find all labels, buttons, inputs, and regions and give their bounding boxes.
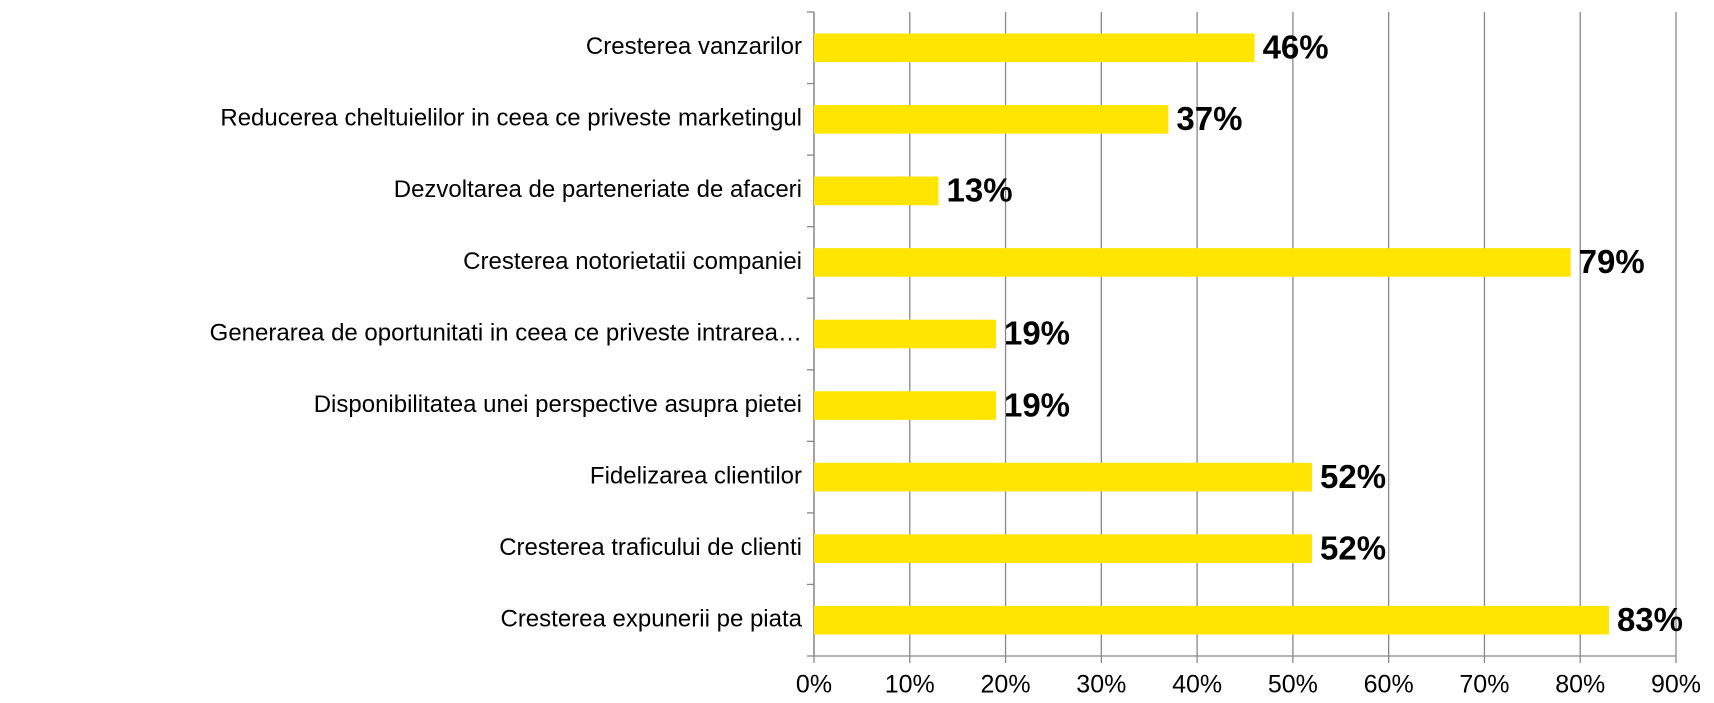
y-tick-label: Dezvoltarea de parteneriate de afaceri [394,176,802,203]
value-label: 52% [1320,458,1386,495]
value-label: 79% [1579,243,1645,280]
bar [814,319,996,349]
x-tick-label: 70% [1459,671,1509,699]
bar [814,248,1571,277]
x-tick-label: 90% [1651,671,1701,699]
value-label: 37% [1176,100,1242,137]
bar [814,33,1255,63]
value-label: 83% [1617,601,1683,638]
bar [814,176,939,206]
value-label: 19% [1004,386,1070,423]
y-tick-label: Cresterea vanzarilor [586,33,802,60]
bar [814,462,1313,492]
y-tick-label: Reducerea cheltuielilor in ceea ce prive… [220,105,802,132]
bar [814,605,1609,635]
x-tick-label: 50% [1268,671,1318,699]
y-tick-label: Fidelizarea clientilor [590,462,802,489]
y-tick-label: Disponibilitatea unei perspective asupra… [314,391,802,418]
value-label: 13% [947,172,1013,209]
bar [814,391,996,420]
x-tick-label: 20% [981,671,1031,699]
x-tick-label: 10% [885,671,935,699]
x-tick-label: 60% [1364,671,1414,699]
x-tick-label: 30% [1076,671,1126,699]
value-label: 46% [1263,28,1329,65]
x-tick-label: 80% [1555,671,1605,699]
y-tick-label: Cresterea expunerii pe piata [500,606,802,633]
x-tick-label: 40% [1172,671,1222,699]
x-tick-label: 0% [796,671,832,699]
y-tick-label: Cresterea notorietatii companiei [463,248,802,275]
y-tick-label: Cresterea traficului de clienti [499,534,802,561]
value-label: 19% [1004,315,1070,352]
value-label: 52% [1320,529,1386,566]
bar [814,105,1169,134]
y-tick-label: Generarea de oportunitati in ceea ce pri… [210,319,802,346]
bar [814,534,1313,563]
